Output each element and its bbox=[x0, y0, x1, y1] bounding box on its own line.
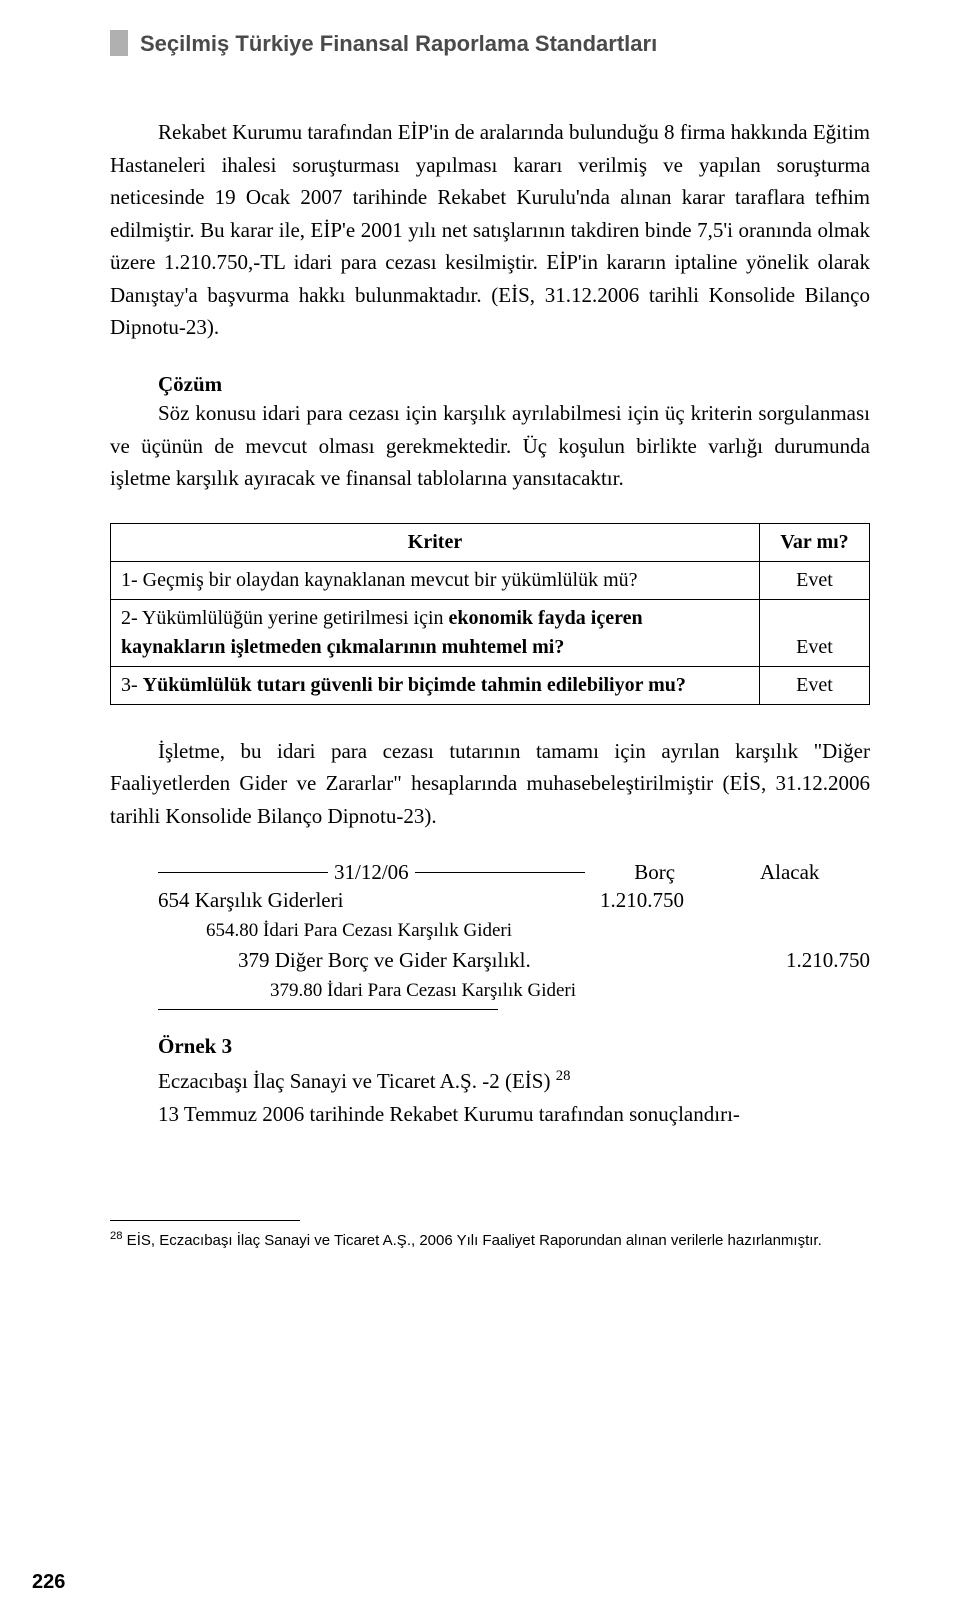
criteria-3-bold: Yükümlülük tutarı güvenli bir biçimde ta… bbox=[143, 674, 686, 696]
criteria-cell-1: 1- Geçmiş bir olaydan kaynaklanan mevcut… bbox=[111, 561, 760, 599]
journal-col-borc: Borç bbox=[585, 860, 725, 885]
journal-empty bbox=[740, 885, 870, 917]
criteria-2-pre: 2- Yükümlülüğün yerine getirilmesi için bbox=[121, 607, 449, 629]
ornek3-company-line: Eczacıbaşı İlaç Sanayi ve Ticaret A.Ş. -… bbox=[158, 1065, 870, 1098]
body-paragraph-1: Rekabet Kurumu tarafından EİP'in de aral… bbox=[110, 116, 870, 344]
header-accent-block bbox=[110, 30, 128, 56]
journal-line-1: 654 Karşılık Giderleri 1.210.750 bbox=[158, 885, 870, 917]
journal-empty bbox=[600, 945, 740, 977]
journal-rule-right bbox=[415, 872, 585, 873]
journal-entry: 31/12/06 Borç Alacak 654 Karşılık Giderl… bbox=[110, 860, 870, 1010]
journal-amt-1: 1.210.750 bbox=[600, 885, 740, 917]
journal-amt-2: 1.210.750 bbox=[740, 945, 870, 977]
table-row: 2- Yükümlülüğün yerine getirilmesi için … bbox=[111, 599, 870, 666]
journal-line-2: 379 Diğer Borç ve Gider Karşılıkl. 1.210… bbox=[158, 945, 870, 977]
col-header-varmi: Var mı? bbox=[760, 523, 870, 561]
journal-acct-1: 654 Karşılık Giderleri bbox=[158, 885, 600, 917]
criteria-2-bold2: kaynakların işletmeden çıkmalarının muht… bbox=[121, 636, 564, 658]
criteria-cell-2: 2- Yükümlülüğün yerine getirilmesi için … bbox=[111, 599, 760, 666]
page-header: Seçilmiş Türkiye Finansal Raporlama Stan… bbox=[110, 30, 870, 56]
journal-col-alacak: Alacak bbox=[725, 860, 855, 885]
ornek3-text: 13 Temmuz 2006 tarihinde Rekabet Kurumu … bbox=[158, 1098, 870, 1131]
ornek3-company: Eczacıbaşı İlaç Sanayi ve Ticaret A.Ş. -… bbox=[158, 1069, 556, 1093]
criteria-2-bold1: ekonomik fayda içeren bbox=[449, 607, 643, 629]
criteria-val-1: Evet bbox=[760, 561, 870, 599]
journal-end-rule bbox=[158, 1009, 498, 1010]
journal-date: 31/12/06 bbox=[328, 860, 415, 885]
table-row: 1- Geçmiş bir olaydan kaynaklanan mevcut… bbox=[111, 561, 870, 599]
cozum-heading: Çözüm bbox=[158, 372, 870, 397]
footnote-mark: 28 bbox=[110, 1230, 123, 1242]
page-number: 226 bbox=[32, 1571, 65, 1594]
col-header-kriter: Kriter bbox=[111, 523, 760, 561]
journal-sub-1: 654.80 İdari Para Cezası Karşılık Gideri bbox=[206, 917, 870, 946]
ornek3-footnote-mark: 28 bbox=[556, 1068, 571, 1084]
criteria-cell-3: 3- Yükümlülük tutarı güvenli bir biçimde… bbox=[111, 666, 760, 704]
criteria-val-3: Evet bbox=[760, 666, 870, 704]
footnote-28: 28 EİS, Eczacıbaşı İlaç Sanayi ve Ticare… bbox=[110, 1229, 870, 1251]
table-row: 3- Yükümlülük tutarı güvenli bir biçimde… bbox=[111, 666, 870, 704]
cozum-paragraph: Söz konusu idari para cezası için karşıl… bbox=[110, 397, 870, 495]
table-header-row: Kriter Var mı? bbox=[111, 523, 870, 561]
journal-rule-left bbox=[158, 872, 328, 873]
criteria-3-pre: 3- bbox=[121, 674, 143, 696]
footnote-rule bbox=[110, 1220, 300, 1221]
body-paragraph-3: İşletme, bu idari para cezası tutarının … bbox=[110, 735, 870, 833]
ornek3-heading: Örnek 3 bbox=[158, 1034, 870, 1059]
footnote-text: EİS, Eczacıbaşı İlaç Sanayi ve Ticaret A… bbox=[123, 1232, 822, 1249]
journal-sub-2: 379.80 İdari Para Cezası Karşılık Gideri bbox=[270, 977, 870, 1006]
header-title: Seçilmiş Türkiye Finansal Raporlama Stan… bbox=[140, 30, 657, 56]
criteria-table: Kriter Var mı? 1- Geçmiş bir olaydan kay… bbox=[110, 523, 870, 705]
journal-acct-2: 379 Diğer Borç ve Gider Karşılıkl. bbox=[158, 945, 600, 977]
criteria-val-2: Evet bbox=[760, 599, 870, 666]
